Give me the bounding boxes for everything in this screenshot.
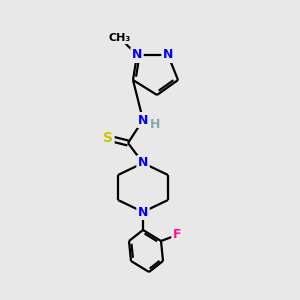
Text: N: N — [132, 49, 142, 62]
Text: H: H — [150, 118, 160, 130]
Text: N: N — [138, 113, 148, 127]
Text: N: N — [138, 206, 148, 218]
Text: N: N — [138, 157, 148, 169]
Text: F: F — [173, 229, 181, 242]
Text: CH₃: CH₃ — [109, 33, 131, 43]
Text: N: N — [163, 49, 173, 62]
Text: S: S — [103, 131, 113, 145]
